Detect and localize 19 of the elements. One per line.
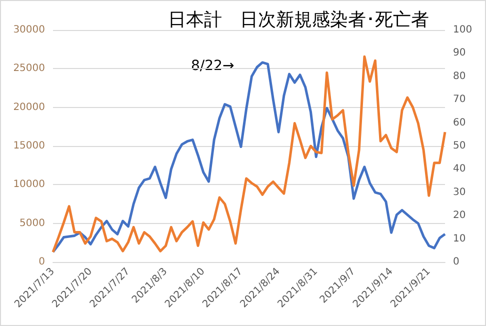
y2-tick-label: 60: [453, 117, 466, 128]
y2-tick-label: 40: [453, 164, 466, 175]
y-tick-label: 20000: [13, 102, 45, 113]
y-tick-label: 5000: [20, 218, 45, 229]
y2-tick-label: 50: [453, 140, 466, 152]
y2-tick-label: 80: [453, 70, 466, 82]
y2-tick-label: 20: [453, 210, 466, 222]
y-tick-label: 15000: [13, 140, 45, 152]
y2-tick-label: 100: [453, 24, 472, 36]
y2-tick-label: 30: [453, 186, 466, 198]
y-tick-label: 30000: [13, 24, 45, 36]
y-tick-label: 10000: [13, 179, 45, 190]
y-tick-label: 25000: [13, 63, 45, 74]
y2-tick-label: 0: [453, 256, 460, 268]
y2-tick-label: 90: [453, 48, 466, 59]
chart-title: 日本計 日次新規感染者･死亡者: [168, 10, 429, 30]
y-tick-label: 0: [38, 256, 45, 268]
y2-tick-label: 10: [453, 233, 466, 244]
y2-tick-label: 70: [453, 94, 466, 106]
